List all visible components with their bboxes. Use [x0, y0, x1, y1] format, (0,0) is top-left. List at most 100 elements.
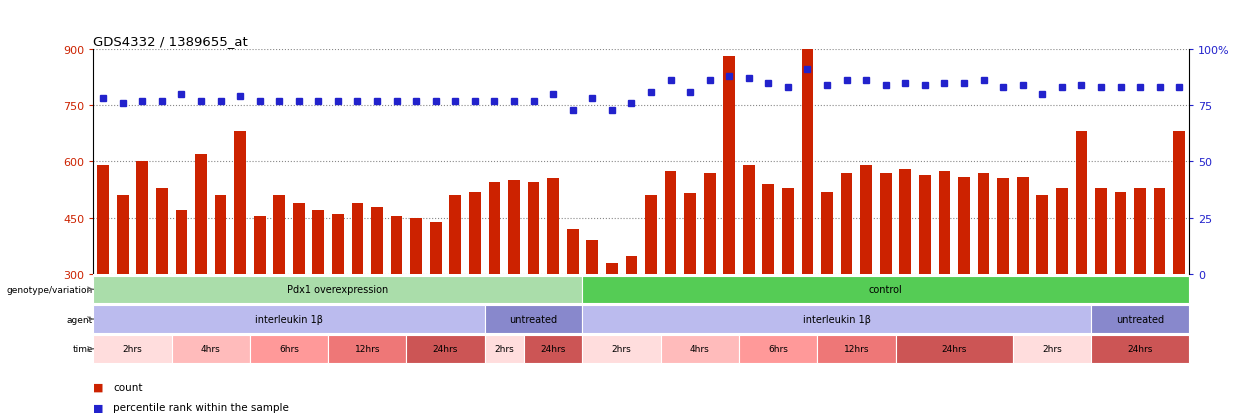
Bar — [919, 175, 931, 275]
Bar — [195, 154, 207, 275]
Bar — [214, 196, 227, 275]
Bar — [97, 166, 110, 275]
Text: count: count — [113, 382, 143, 392]
Bar — [939, 171, 950, 275]
Text: 24hrs: 24hrs — [540, 344, 565, 354]
Bar — [293, 203, 305, 275]
Text: 4hrs: 4hrs — [200, 344, 220, 354]
Bar — [93, 335, 172, 363]
Bar — [762, 185, 774, 275]
Bar — [117, 196, 128, 275]
Bar — [703, 173, 716, 275]
Bar — [176, 211, 187, 275]
Text: ■: ■ — [93, 382, 103, 392]
Bar — [250, 335, 329, 363]
Bar — [391, 216, 402, 275]
Bar — [822, 192, 833, 275]
Text: 2hrs: 2hrs — [1042, 344, 1062, 354]
Bar — [488, 183, 500, 275]
Bar — [484, 335, 524, 363]
Bar — [548, 179, 559, 275]
Bar — [817, 335, 895, 363]
Bar — [254, 216, 265, 275]
Text: 24hrs: 24hrs — [941, 344, 967, 354]
Bar — [312, 211, 324, 275]
Bar — [137, 162, 148, 275]
Bar — [860, 166, 872, 275]
Bar — [156, 188, 168, 275]
Bar — [528, 183, 539, 275]
Bar — [172, 335, 250, 363]
Bar — [840, 173, 853, 275]
Bar — [782, 188, 794, 275]
Bar — [802, 29, 813, 275]
Text: 24hrs: 24hrs — [433, 344, 458, 354]
Bar — [959, 177, 970, 275]
Bar — [1017, 177, 1028, 275]
Bar — [524, 335, 583, 363]
Text: Pdx1 overexpression: Pdx1 overexpression — [288, 285, 388, 294]
Bar — [469, 192, 481, 275]
Bar — [661, 335, 740, 363]
Bar — [743, 166, 754, 275]
Bar — [740, 335, 817, 363]
Bar — [449, 196, 461, 275]
Bar — [586, 241, 598, 275]
Text: 12hrs: 12hrs — [844, 344, 869, 354]
Bar — [1091, 306, 1189, 333]
Bar — [645, 196, 657, 275]
Text: 2hrs: 2hrs — [611, 344, 631, 354]
Bar — [977, 173, 990, 275]
Text: interleukin 1β: interleukin 1β — [255, 314, 322, 324]
Bar — [1154, 188, 1165, 275]
Bar — [93, 306, 484, 333]
Bar — [484, 306, 583, 333]
Bar — [895, 335, 1013, 363]
Bar — [997, 179, 1008, 275]
Bar — [508, 181, 520, 275]
Text: 6hrs: 6hrs — [768, 344, 788, 354]
Text: agent: agent — [67, 315, 93, 324]
Bar — [665, 171, 676, 275]
Bar — [685, 194, 696, 275]
Text: time: time — [72, 344, 93, 354]
Text: untreated: untreated — [509, 314, 558, 324]
Bar — [583, 306, 1091, 333]
Bar — [723, 57, 735, 275]
Bar — [566, 230, 579, 275]
Bar — [583, 276, 1189, 303]
Text: ■: ■ — [93, 402, 103, 412]
Text: GDS4332 / 1389655_at: GDS4332 / 1389655_at — [93, 36, 248, 48]
Bar — [1036, 196, 1048, 275]
Text: genotype/variation: genotype/variation — [6, 285, 93, 294]
Text: 4hrs: 4hrs — [690, 344, 710, 354]
Text: 24hrs: 24hrs — [1128, 344, 1153, 354]
Bar — [1096, 188, 1107, 275]
Bar — [351, 203, 364, 275]
Text: interleukin 1β: interleukin 1β — [803, 314, 870, 324]
Text: 2hrs: 2hrs — [122, 344, 142, 354]
Bar — [406, 335, 484, 363]
Bar — [606, 263, 618, 275]
Bar — [1134, 188, 1145, 275]
Bar — [880, 173, 891, 275]
Bar — [1114, 192, 1127, 275]
Text: 6hrs: 6hrs — [279, 344, 299, 354]
Bar — [234, 132, 247, 275]
Text: control: control — [869, 285, 903, 294]
Text: untreated: untreated — [1116, 314, 1164, 324]
Bar — [93, 276, 583, 303]
Bar — [332, 215, 344, 275]
Bar — [583, 335, 661, 363]
Bar — [625, 256, 637, 275]
Bar — [329, 335, 406, 363]
Bar — [1056, 188, 1068, 275]
Text: 2hrs: 2hrs — [494, 344, 514, 354]
Text: percentile rank within the sample: percentile rank within the sample — [113, 402, 289, 412]
Text: 12hrs: 12hrs — [355, 344, 380, 354]
Bar — [371, 207, 383, 275]
Bar — [1076, 132, 1087, 275]
Bar — [411, 218, 422, 275]
Bar — [430, 222, 442, 275]
Bar — [1013, 335, 1091, 363]
